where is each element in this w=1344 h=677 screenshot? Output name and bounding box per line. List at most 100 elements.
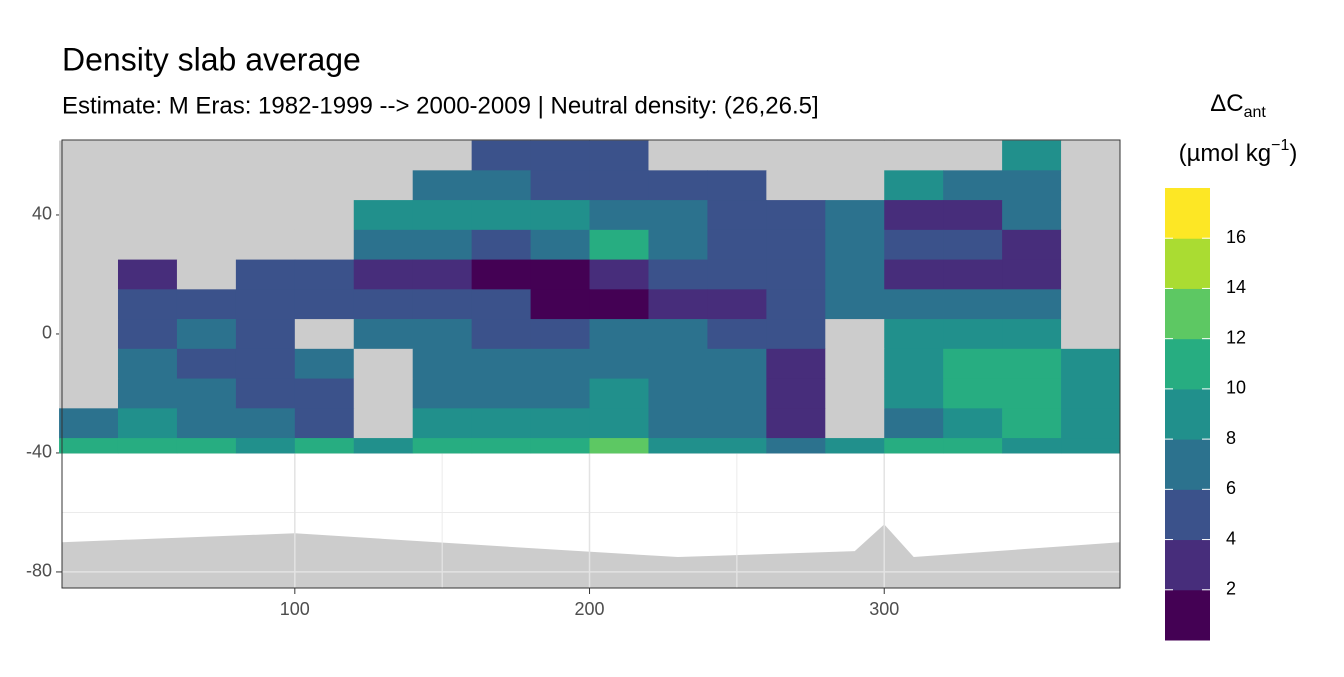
y-tick-label: -40 [26,442,52,462]
land [1061,259,1121,290]
land [766,140,826,171]
cell [294,378,355,409]
cell [353,259,414,290]
cell [235,378,296,409]
land [294,140,355,171]
land [1061,319,1121,350]
cell [884,289,944,320]
cell [235,319,296,350]
chart-title: Density slab average [62,41,361,77]
legend-unit-pre: (µmol kg [1179,140,1272,167]
cell [943,348,1003,380]
cell [294,348,355,380]
cell [353,319,414,350]
cell [648,259,708,290]
legend-swatch [1165,439,1210,490]
cell [353,200,414,231]
cell [766,259,826,290]
cell [943,170,1003,201]
cell [294,438,355,454]
land [176,170,237,201]
legend-unit: (µmol kg−1) [1179,137,1298,167]
cell [471,259,532,290]
land [353,378,414,409]
land [884,140,944,171]
legend-title-main: ΔC [1210,90,1243,117]
cell [884,319,944,350]
cell [648,200,708,231]
land [117,170,178,201]
legend-label: 4 [1226,528,1236,548]
cell [353,438,414,454]
cell [884,408,944,439]
land [353,140,414,171]
cell [589,348,649,380]
cell [412,170,473,201]
cell [412,229,473,261]
cell [707,170,767,201]
cell [884,170,944,201]
cell [176,348,237,380]
land [1061,170,1121,201]
land [176,229,237,261]
cell [1002,140,1062,171]
cell [648,348,708,380]
land [59,200,119,231]
cell [59,438,119,454]
cell [1002,378,1062,409]
cell [648,229,708,261]
land [353,408,414,439]
cell [589,289,649,320]
cell [648,289,708,320]
land [1061,200,1121,231]
y-tick-label: 0 [42,323,52,343]
land [294,200,355,231]
land [648,140,708,171]
cell [943,408,1003,439]
land [825,408,885,439]
cell [235,408,296,439]
land [235,229,296,261]
cell [825,229,885,261]
land [412,140,473,171]
cell [1002,200,1062,231]
cell [530,229,591,261]
cell [117,438,178,454]
legend-swatch [1165,539,1210,591]
cell [884,378,944,409]
legend-swatch [1165,338,1210,390]
legend-label: 2 [1226,579,1236,599]
cell [471,378,532,409]
cell [117,378,178,409]
land [59,229,119,261]
cell [589,378,649,409]
cell [471,408,532,439]
cell [943,319,1003,350]
cell [589,319,649,350]
cell [412,289,473,320]
land [117,200,178,231]
cell [59,408,119,439]
land [176,259,237,290]
cell [648,378,708,409]
cell [648,438,708,454]
cell [530,438,591,454]
land [825,140,885,171]
cell [235,289,296,320]
cell [943,378,1003,409]
chart-subtitle: Estimate: M Eras: 1982-1999 --> 2000-200… [62,92,819,119]
cell [648,170,708,201]
cell [530,348,591,380]
cell [176,319,237,350]
land [176,140,237,171]
cell [825,259,885,290]
legend-swatch [1165,489,1210,541]
cell [530,378,591,409]
cell [117,408,178,439]
legend-swatch [1165,188,1210,239]
cell [884,259,944,290]
cell [176,408,237,439]
cell [943,289,1003,320]
cell [235,438,296,454]
